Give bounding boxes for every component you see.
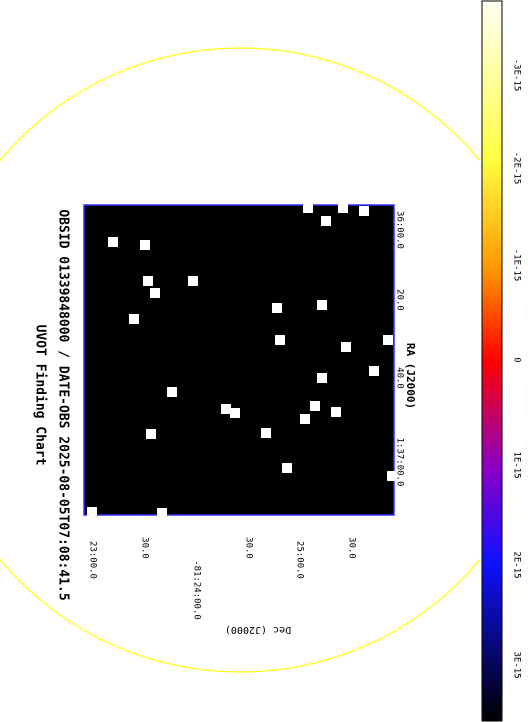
source <box>108 237 118 247</box>
source <box>143 276 153 286</box>
colorbar-tick-label: -3E-15 <box>512 59 522 92</box>
source <box>87 507 97 517</box>
ra-label: RA (J2000) <box>404 343 417 409</box>
ra-tick-label: 20.0 <box>395 289 405 311</box>
colorbar <box>481 0 503 722</box>
subtitle: OBSID 01339848000 / DATE-OBS 2025-08-05T… <box>56 209 71 600</box>
colorbar-tick-label: 2E-15 <box>512 551 522 578</box>
dec-label: Dec (J2000) <box>225 624 291 635</box>
colorbar-tick-label: 3E-15 <box>512 651 522 678</box>
dec-tick-label: 30.0 <box>347 537 357 559</box>
source <box>300 414 310 424</box>
source <box>321 216 331 226</box>
ra-tick-label: 36:00.0 <box>395 211 405 249</box>
source <box>188 276 198 286</box>
dec-tick-label: -81:24:00.0 <box>192 560 202 620</box>
source <box>146 429 156 439</box>
source <box>338 203 348 213</box>
dec-tick-label: 23:00.0 <box>88 541 98 579</box>
source <box>150 288 160 298</box>
source <box>167 387 177 397</box>
colorbar-tick-label: 1E-15 <box>512 451 522 478</box>
source <box>387 471 397 481</box>
source <box>221 404 231 414</box>
title: UVOT Finding Chart <box>33 325 48 466</box>
source <box>275 335 285 345</box>
source <box>140 240 150 250</box>
source <box>383 335 393 345</box>
colorbar-tick-label: -1E-15 <box>512 249 522 282</box>
dec-tick-label: 25:00.0 <box>295 541 305 579</box>
source <box>303 203 313 213</box>
ra-tick-label: 1:37:00.0 <box>395 438 405 487</box>
ra-tick-label: 40.0 <box>395 367 405 389</box>
source <box>272 303 282 313</box>
source <box>129 314 139 324</box>
source <box>341 342 351 352</box>
dec-tick-label: 30.0 <box>140 537 150 559</box>
source <box>359 206 369 216</box>
source <box>282 463 292 473</box>
source <box>317 373 327 383</box>
source <box>317 300 327 310</box>
field-circle <box>0 47 480 673</box>
colorbar-tick-label: 0 <box>512 357 522 362</box>
source <box>331 407 341 417</box>
source <box>261 428 271 438</box>
image-panel <box>83 204 395 516</box>
source <box>230 408 240 418</box>
dec-tick-label: 30.0 <box>244 537 254 559</box>
source <box>310 401 320 411</box>
colorbar-tick-label: -2E-15 <box>512 152 522 185</box>
source <box>157 508 167 518</box>
source <box>369 366 379 376</box>
